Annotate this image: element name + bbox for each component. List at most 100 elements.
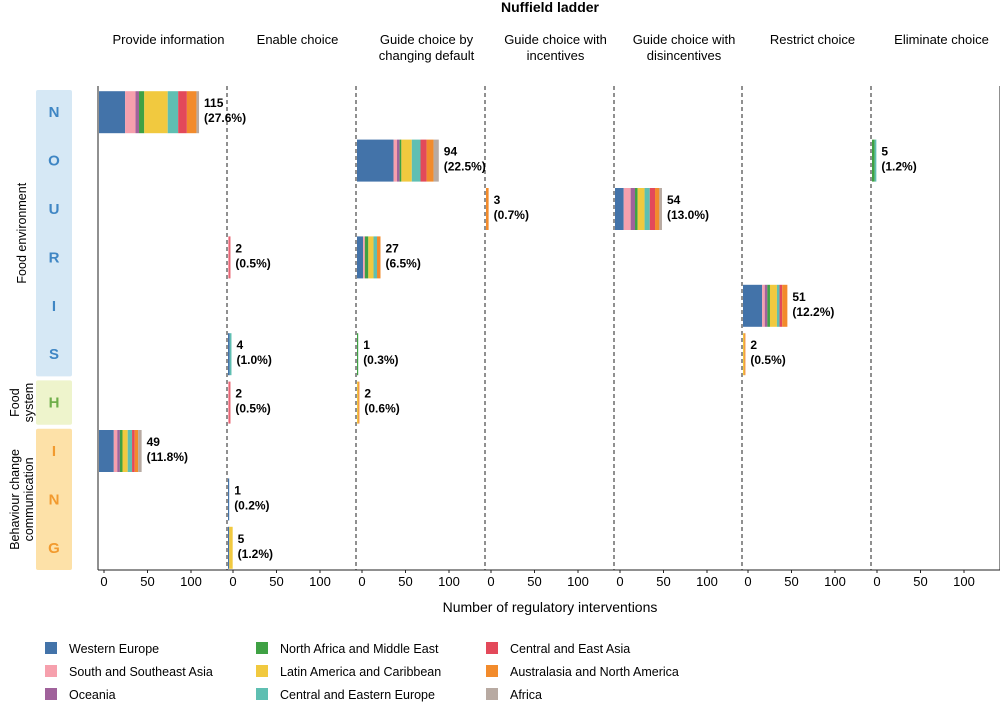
value-label-percent: (1.2%) <box>881 160 916 174</box>
x-tick-label: 50 <box>784 574 798 589</box>
value-label-count: 115 <box>204 96 224 110</box>
column-header-guide-choice-with-disincentives: disincentives <box>647 48 722 63</box>
bar-segment-latin-america-and-caribbean <box>637 188 645 230</box>
bar-segment-south-and-southeast-asia <box>125 91 136 134</box>
bar-segment-australasia-and-north-america <box>655 188 660 230</box>
legend-swatch-oceania <box>45 688 57 700</box>
legend-label-latin-america-and-caribbean: Latin America and Caribbean <box>280 665 441 679</box>
x-tick-label: 100 <box>567 574 589 589</box>
bar-segment-north-africa-and-middle-east <box>139 91 145 134</box>
row-letter-g: G <box>48 540 60 557</box>
row-group-band-food-environment <box>36 90 72 377</box>
bar-segment-central-and-eastern-europe <box>373 236 378 279</box>
bar-segment-oceania <box>764 284 768 327</box>
bar-segment-africa <box>433 139 439 182</box>
bar-segment-north-africa-and-middle-east <box>399 139 402 182</box>
column-header-eliminate-choice: Eliminate choice <box>894 32 989 47</box>
column-header-guide-choice-by-changing-default: Guide choice by <box>380 32 474 47</box>
bar-segment-central-and-east-asia <box>420 139 427 182</box>
row-group-label-behaviour-change-communication: Behaviour change <box>8 449 22 550</box>
row-group-label-food-system: Food <box>8 388 22 417</box>
value-label-percent: (6.5%) <box>385 256 420 270</box>
column-header-guide-choice-with-incentives: incentives <box>527 48 585 63</box>
bar-segment-australasia-and-north-america <box>134 430 139 472</box>
value-label-percent: (0.5%) <box>750 353 785 367</box>
x-tick-label: 100 <box>953 574 975 589</box>
value-label-percent: (0.5%) <box>235 256 270 270</box>
value-label-count: 2 <box>364 387 371 401</box>
bar-segment-oceania <box>397 139 400 182</box>
bar-segment-australasia-and-north-america <box>426 139 434 182</box>
x-tick-label: 100 <box>438 574 460 589</box>
row-letter-i: I <box>52 298 56 315</box>
bar-segment-western-europe <box>99 91 126 134</box>
bar-segment-australasia-and-north-america <box>744 333 746 376</box>
legend-swatch-latin-america-and-caribbean <box>256 665 268 677</box>
bar-segment-oceania <box>117 430 120 472</box>
legend-label-australasia-and-north-america: Australasia and North America <box>510 665 679 679</box>
value-label-percent: (0.6%) <box>364 402 399 416</box>
x-axis-label: Number of regulatory interventions <box>443 599 658 615</box>
x-tick-label: 0 <box>487 574 494 589</box>
value-label-percent: (0.7%) <box>494 208 529 222</box>
x-tick-label: 50 <box>398 574 412 589</box>
bar-segment-africa <box>659 188 662 230</box>
row-letter-r: R <box>49 249 60 266</box>
value-label-percent: (22.5%) <box>444 160 486 174</box>
bar-segment-western-europe <box>357 139 394 182</box>
bar-segment-central-and-eastern-europe <box>167 91 179 134</box>
value-label-percent: (12.2%) <box>792 305 834 319</box>
column-header-restrict-choice: Restrict choice <box>770 32 855 47</box>
bar-segment-western-europe <box>615 188 624 230</box>
row-letter-i: I <box>52 443 56 460</box>
value-label-count: 1 <box>234 483 241 497</box>
x-tick-label: 0 <box>100 574 107 589</box>
value-label-percent: (11.8%) <box>147 450 188 464</box>
bar-segment-south-and-southeast-asia <box>228 381 230 424</box>
value-label-count: 2 <box>235 387 242 401</box>
value-label-percent: (0.3%) <box>363 353 398 367</box>
bar-segment-south-and-southeast-asia <box>623 188 631 230</box>
legend-swatch-western-europe <box>45 642 57 654</box>
column-headers: Provide information Enable choice Guide ch… <box>113 32 989 63</box>
column-header-guide-choice-with-disincentives: Guide choice with <box>633 32 736 47</box>
bar-segment-central-and-east-asia <box>229 381 231 424</box>
bar-segment-western-europe <box>99 430 114 472</box>
x-tick-label: 0 <box>873 574 880 589</box>
value-label-percent: (1.0%) <box>236 353 271 367</box>
bar-segment-western-europe <box>228 478 230 521</box>
bar-segment-western-europe <box>357 236 364 279</box>
x-tick-label: 50 <box>140 574 154 589</box>
column-header-guide-choice-by-changing-default: changing default <box>379 48 475 63</box>
bar-segment-western-europe <box>228 333 230 376</box>
bar-segment-north-africa-and-middle-east <box>635 188 638 230</box>
value-label-percent: (1.2%) <box>238 547 273 561</box>
value-label-percent: (27.6%) <box>204 111 246 125</box>
bar-segment-central-and-eastern-europe <box>127 430 133 472</box>
value-label-count: 54 <box>667 193 681 207</box>
bar-segment-central-and-eastern-europe <box>411 139 421 182</box>
legend-swatch-south-and-southeast-asia <box>45 665 57 677</box>
value-label-count: 2 <box>750 338 757 352</box>
bar-segment-central-and-east-asia <box>178 91 187 134</box>
row-group-label-food-system: system <box>22 383 36 423</box>
bar-segment-north-africa-and-middle-east <box>357 333 359 376</box>
stacked-bars <box>99 91 877 569</box>
bar-segment-latin-america-and-caribbean <box>122 430 128 472</box>
bar-segment-latin-america-and-caribbean <box>401 139 412 182</box>
x-tick-label: 50 <box>656 574 670 589</box>
bar-segment-africa <box>138 430 142 472</box>
bar-segment-latin-america-and-caribbean <box>743 333 745 376</box>
bar-segment-south-and-southeast-asia <box>113 430 118 472</box>
bar-segment-central-and-east-asia <box>229 236 231 279</box>
value-label-count: 94 <box>444 145 458 159</box>
bar-segment-oceania <box>135 91 140 134</box>
bar-segment-south-and-southeast-asia <box>363 236 365 279</box>
bar-segment-central-and-east-asia <box>132 430 135 472</box>
x-tick-label: 50 <box>913 574 927 589</box>
value-label-count: 2 <box>235 241 242 255</box>
bar-segment-latin-america-and-caribbean <box>769 284 777 327</box>
x-tick-label: 100 <box>696 574 718 589</box>
bar-segment-central-and-eastern-europe <box>644 188 650 230</box>
